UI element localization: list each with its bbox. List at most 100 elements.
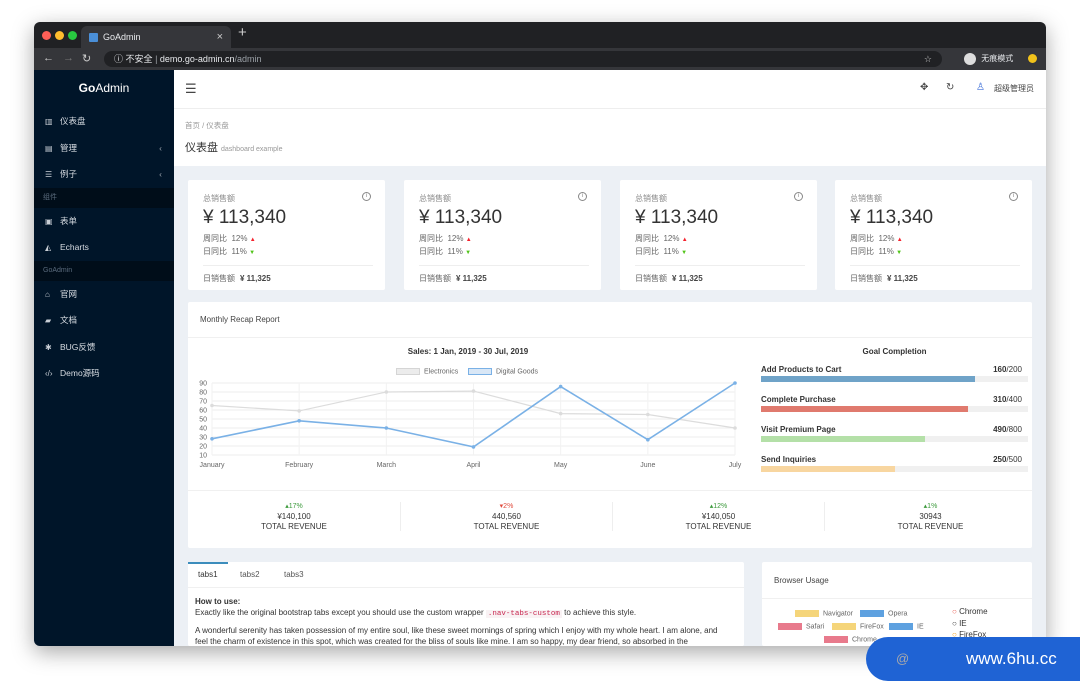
y-tick-label: 90 (199, 381, 207, 388)
legend-opera[interactable]: Opera (860, 610, 907, 617)
wow-value: 12% (878, 234, 895, 243)
sidebar-item-dashboard[interactable]: ▥ 仪表盘 (34, 108, 174, 135)
chevron-left-icon: ‹ (159, 169, 162, 179)
tab-close-button[interactable]: × (216, 31, 223, 43)
sidebar-item-label: 例子 (60, 169, 78, 179)
stat-title: 总销售额 (850, 194, 882, 203)
goal-total: /800 (1006, 425, 1022, 434)
avatar[interactable]: ♙ (976, 82, 985, 93)
stat-wow: 周同比 12% ▲ (419, 233, 472, 244)
maximize-window-button[interactable] (68, 31, 77, 40)
browser-list-item[interactable]: ○ Chrome (952, 606, 988, 618)
menu-toggle-icon[interactable]: ☰ (185, 81, 197, 96)
y-tick-label: 40 (199, 426, 207, 433)
legend-navigator[interactable]: Navigator (795, 610, 853, 617)
sidebar-item-docs[interactable]: ▰ 文档 (34, 307, 174, 334)
sidebar-item-website[interactable]: ⌂ 官网 (34, 281, 174, 308)
sidebar-section-header: 组件 (34, 187, 174, 208)
browser-toolbar: ← → ↻ ⓘ 不安全 | demo.go-admin.cn/admin ☆ 无… (34, 48, 1046, 70)
caret-down-icon: ▼ (249, 250, 256, 256)
caret-down-icon: ▼ (896, 250, 903, 256)
home-icon: ⌂ (45, 289, 50, 299)
goal-progress-fill (761, 376, 975, 382)
x-tick-label: May (554, 462, 568, 469)
page-header: 首页 / 仪表盘 仪表盘 dashboard example (174, 108, 1046, 166)
tab-tabs2[interactable]: tabs2 (240, 570, 260, 579)
goal-progress-fill (761, 436, 925, 442)
sidebar-item-form[interactable]: ▣ 表单 (34, 208, 174, 235)
browser-list: ○ Chrome ○ IE ○ FireFox (952, 606, 988, 641)
circle-icon: ○ (952, 630, 957, 639)
info-icon[interactable]: i (578, 192, 587, 201)
refresh-icon[interactable]: ↻ (946, 82, 955, 93)
reload-icon[interactable]: ↻ (82, 53, 92, 65)
address-bar[interactable]: ⓘ 不安全 | demo.go-admin.cn/admin ☆ (104, 51, 942, 67)
sidebar-item-bug[interactable]: ✱ BUG反馈 (34, 334, 174, 361)
top-navbar: ☰ ✥ ↻ ♙ 超级管理员 (174, 70, 1046, 108)
info-icon[interactable]: i (362, 192, 371, 201)
page-subtitle: dashboard example (221, 146, 283, 153)
sidebar-item-label: BUG反馈 (60, 341, 96, 352)
fullscreen-icon[interactable]: ✥ (920, 82, 929, 93)
tab-tabs3[interactable]: tabs3 (284, 570, 304, 579)
browser-list-label: Chrome (959, 607, 988, 616)
sidebar-item-echarts[interactable]: ◭ Echarts (34, 234, 174, 261)
stat-wow: 周同比 12% ▲ (635, 233, 688, 244)
breadcrumb-home[interactable]: 首页 (185, 121, 200, 130)
legend-ie[interactable]: IE (889, 623, 924, 630)
tab-tabs1[interactable]: tabs1 (198, 570, 218, 579)
y-tick-label: 80 (199, 390, 207, 397)
daily-label: 日销售额 (203, 274, 235, 283)
legend-label: Chrome (852, 636, 877, 644)
legend-swatch (889, 623, 913, 630)
user-name[interactable]: 超级管理员 (994, 84, 1034, 93)
new-tab-button[interactable]: + (238, 24, 247, 41)
kpi-block: ▾2% 440,560 TOTAL REVENUE (400, 502, 612, 531)
legend-digital-goods[interactable]: Digital Goods (468, 368, 538, 375)
browser-list-item[interactable]: ○ FireFox (952, 629, 988, 641)
profile-icon[interactable] (1028, 54, 1037, 63)
kpi-block: ▴17% ¥140,100 TOTAL REVENUE (188, 502, 400, 531)
minimize-window-button[interactable] (55, 31, 64, 40)
sidebar-item-manage[interactable]: ▤ 管理 ‹ (34, 135, 174, 162)
wow-label: 周同比 (850, 234, 874, 243)
logo-go: Go (78, 81, 96, 95)
sidebar-item-examples[interactable]: ☰ 例子 ‹ (34, 161, 174, 188)
legend-firefox[interactable]: FireFox (832, 623, 884, 630)
data-point (646, 412, 650, 417)
sliders-icon: ☰ (45, 170, 53, 179)
data-point (733, 381, 737, 385)
legend-label: Electronics (424, 368, 459, 376)
daily-value: ¥ 11,325 (672, 274, 703, 283)
kpi-label: TOTAL REVENUE (685, 522, 752, 531)
back-arrow-icon[interactable]: ← (43, 52, 54, 64)
page-title-text: 仪表盘 (185, 142, 218, 154)
logo[interactable]: GoAdmin (34, 70, 174, 108)
x-tick-label: July (729, 462, 742, 469)
browser-usage-card: Browser Usage Navigator Opera Safari Fir… (762, 562, 1032, 646)
browser-tab[interactable]: GoAdmin × (81, 26, 231, 48)
legend-chrome[interactable]: Chrome (824, 636, 877, 643)
legend-label: FireFox (860, 623, 884, 631)
info-icon[interactable]: i (1009, 192, 1018, 201)
stat-daily: 日销售额 ¥ 11,325 (850, 273, 918, 284)
bug-icon: ✱ (45, 342, 52, 352)
legend-safari[interactable]: Safari (778, 623, 824, 630)
bookmark-star-icon[interactable]: ☆ (923, 54, 932, 64)
incognito-indicator[interactable]: 无痕模式 (964, 50, 1013, 68)
howto-pre: Exactly like the original bootstrap tabs… (195, 608, 484, 617)
dod-label: 日同比 (635, 247, 659, 256)
sidebar-item-demo-source[interactable]: ‹/› Demo源码 (34, 360, 174, 387)
browser-list-item[interactable]: ○ IE (952, 618, 988, 630)
stat-wow: 周同比 12% ▲ (850, 233, 903, 244)
legend-swatch (832, 623, 856, 630)
forward-arrow-icon[interactable]: → (63, 52, 74, 64)
close-window-button[interactable] (42, 31, 51, 40)
goal-name: Visit Premium Page (761, 425, 836, 434)
legend-electronics[interactable]: Electronics (396, 368, 458, 375)
legend-label: Safari (806, 623, 825, 631)
breadcrumb: 首页 / 仪表盘 (185, 120, 1046, 131)
stat-value: ¥ 113,340 (203, 207, 287, 228)
info-icon[interactable]: i (794, 192, 803, 201)
circle-icon: ○ (952, 607, 957, 616)
